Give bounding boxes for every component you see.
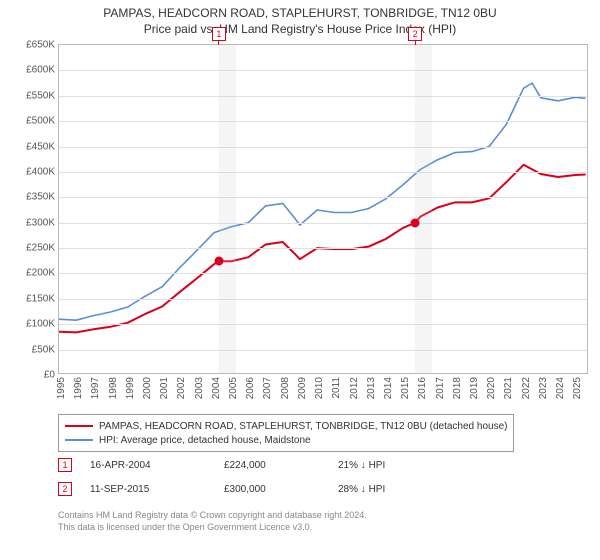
ytick-label: £500K xyxy=(26,116,55,127)
event-marker: 1 xyxy=(212,27,226,41)
ytick-label: £650K xyxy=(26,40,55,51)
ytick-label: £200K xyxy=(26,268,55,279)
series-svg xyxy=(59,45,589,375)
xtick-label: 1998 xyxy=(108,377,119,399)
title-sub: Price paid vs. HM Land Registry's House … xyxy=(0,22,600,36)
gridline-h xyxy=(59,121,587,122)
ytick-label: £350K xyxy=(26,192,55,203)
footer-line-2: This data is licensed under the Open Gov… xyxy=(58,522,367,534)
ytick-label: £0 xyxy=(44,370,55,381)
legend-item: HPI: Average price, detached house, Maid… xyxy=(65,433,507,447)
gridline-h xyxy=(59,299,587,300)
xtick-label: 2014 xyxy=(383,377,394,399)
footer-attribution: Contains HM Land Registry data © Crown c… xyxy=(58,510,367,533)
event-delta: 21% ↓ HPI xyxy=(338,460,428,471)
xtick-label: 1999 xyxy=(125,377,136,399)
event-date: 16-APR-2004 xyxy=(90,460,200,471)
gridline-h xyxy=(59,350,587,351)
footer-line-1: Contains HM Land Registry data © Crown c… xyxy=(58,510,367,522)
title-main: PAMPAS, HEADCORN ROAD, STAPLEHURST, TONB… xyxy=(0,6,600,20)
series-line xyxy=(59,83,586,320)
xtick-label: 2018 xyxy=(452,377,463,399)
ytick-label: £250K xyxy=(26,243,55,254)
gridline-h xyxy=(59,197,587,198)
event-guide-line xyxy=(218,41,219,45)
xtick-label: 2010 xyxy=(314,377,325,399)
event-band xyxy=(415,45,432,373)
plot-area: £0£50K£100K£150K£200K£250K£300K£350K£400… xyxy=(58,44,588,374)
xtick-label: 2001 xyxy=(159,377,170,399)
event-guide-line xyxy=(415,41,416,45)
gridline-h xyxy=(59,324,587,325)
event-price: £224,000 xyxy=(224,460,314,471)
event-row-marker: 2 xyxy=(58,482,72,496)
ytick-label: £50K xyxy=(32,344,55,355)
event-row: 2 11-SEP-2015 £300,000 28% ↓ HPI xyxy=(58,482,428,496)
xtick-label: 2008 xyxy=(280,377,291,399)
xtick-label: 2007 xyxy=(262,377,273,399)
xtick-label: 1995 xyxy=(56,377,67,399)
xtick-label: 2005 xyxy=(228,377,239,399)
xtick-label: 2011 xyxy=(331,377,342,399)
event-delta: 28% ↓ HPI xyxy=(338,484,428,495)
gridline-h xyxy=(59,223,587,224)
legend-swatch xyxy=(65,439,93,441)
xtick-label: 2012 xyxy=(349,377,360,399)
event-price: £300,000 xyxy=(224,484,314,495)
event-band xyxy=(219,45,236,373)
gridline-h xyxy=(59,172,587,173)
legend-item: PAMPAS, HEADCORN ROAD, STAPLEHURST, TONB… xyxy=(65,419,507,433)
xtick-label: 2025 xyxy=(572,377,583,399)
xtick-label: 2002 xyxy=(176,377,187,399)
xtick-label: 2023 xyxy=(538,377,549,399)
xtick-label: 2013 xyxy=(366,377,377,399)
event-marker: 2 xyxy=(408,27,422,41)
event-row-marker: 1 xyxy=(58,458,72,472)
xtick-label: 2004 xyxy=(211,377,222,399)
xtick-label: 2017 xyxy=(435,377,446,399)
event-dot xyxy=(411,218,420,227)
xtick-label: 2019 xyxy=(469,377,480,399)
ytick-label: £600K xyxy=(26,65,55,76)
event-row: 1 16-APR-2004 £224,000 21% ↓ HPI xyxy=(58,458,428,472)
gridline-h xyxy=(59,273,587,274)
xtick-label: 2016 xyxy=(417,377,428,399)
xtick-label: 2024 xyxy=(555,377,566,399)
xtick-label: 2015 xyxy=(400,377,411,399)
ytick-label: £300K xyxy=(26,217,55,228)
ytick-label: £100K xyxy=(26,319,55,330)
gridline-h xyxy=(59,147,587,148)
xtick-label: 2000 xyxy=(142,377,153,399)
gridline-h xyxy=(59,248,587,249)
xtick-label: 1996 xyxy=(73,377,84,399)
xtick-label: 2006 xyxy=(245,377,256,399)
xtick-label: 2003 xyxy=(194,377,205,399)
ytick-label: £550K xyxy=(26,90,55,101)
event-date: 11-SEP-2015 xyxy=(90,484,200,495)
chart-titles: PAMPAS, HEADCORN ROAD, STAPLEHURST, TONB… xyxy=(0,0,600,36)
xtick-label: 2009 xyxy=(297,377,308,399)
gridline-h xyxy=(59,96,587,97)
legend-swatch xyxy=(65,425,93,427)
legend: PAMPAS, HEADCORN ROAD, STAPLEHURST, TONB… xyxy=(58,414,514,452)
xtick-label: 2020 xyxy=(486,377,497,399)
xtick-label: 1997 xyxy=(90,377,101,399)
ytick-label: £450K xyxy=(26,141,55,152)
event-dot xyxy=(214,257,223,266)
legend-label: PAMPAS, HEADCORN ROAD, STAPLEHURST, TONB… xyxy=(99,421,507,432)
xtick-label: 2021 xyxy=(503,377,514,399)
xtick-label: 2022 xyxy=(521,377,532,399)
ytick-label: £400K xyxy=(26,166,55,177)
gridline-h xyxy=(59,70,587,71)
legend-label: HPI: Average price, detached house, Maid… xyxy=(99,435,311,446)
ytick-label: £150K xyxy=(26,293,55,304)
